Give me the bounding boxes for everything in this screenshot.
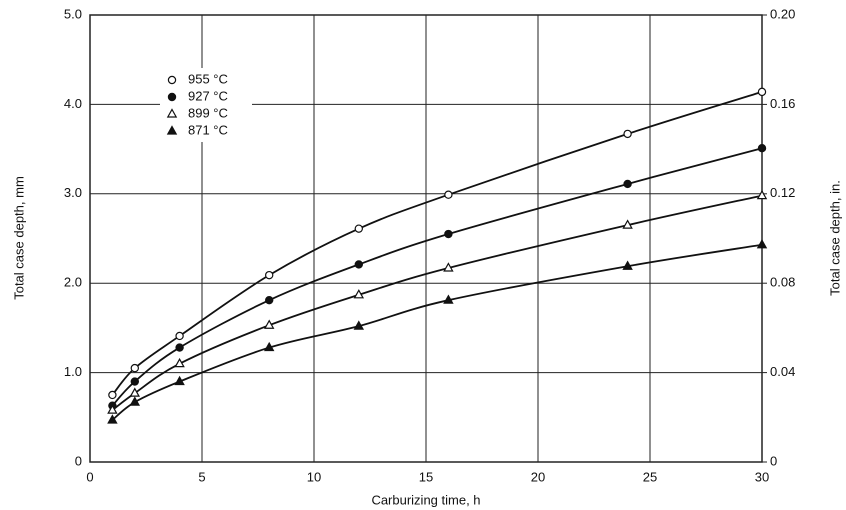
marker bbox=[168, 76, 175, 83]
marker bbox=[131, 365, 138, 372]
y2-tick-label: 0.16 bbox=[770, 96, 795, 111]
x-tick-label: 5 bbox=[198, 469, 205, 484]
chart: Carburizing time, h Total case depth, mm… bbox=[0, 0, 846, 510]
y2-tick-label: 0.04 bbox=[770, 364, 795, 379]
x-axis-label: Carburizing time, h bbox=[371, 492, 480, 507]
x-tick-label: 25 bbox=[643, 469, 657, 484]
y2-axis-label: Total case depth, in. bbox=[827, 180, 842, 296]
marker bbox=[445, 191, 452, 198]
marker bbox=[168, 93, 175, 100]
y-tick-label: 1.0 bbox=[64, 364, 82, 379]
legend-label: 927 °C bbox=[188, 88, 228, 103]
y2-tick-label: 0.08 bbox=[770, 275, 795, 290]
y2-tick-label: 0.20 bbox=[770, 6, 795, 21]
marker bbox=[758, 145, 765, 152]
marker bbox=[758, 240, 766, 248]
y-tick-label: 4.0 bbox=[64, 96, 82, 111]
marker bbox=[624, 180, 631, 187]
marker bbox=[266, 272, 273, 279]
marker bbox=[624, 130, 631, 137]
marker bbox=[176, 332, 183, 339]
x-tick-label: 20 bbox=[531, 469, 545, 484]
marker bbox=[109, 391, 116, 398]
y2-tick-label: 0 bbox=[770, 453, 777, 468]
legend: 955 °C 927 °C 899 °C 871 °C bbox=[160, 68, 252, 142]
y-tick-label: 2.0 bbox=[64, 275, 82, 290]
y-tick-label: 5.0 bbox=[64, 6, 82, 21]
marker bbox=[445, 230, 452, 237]
x-tick-label: 10 bbox=[307, 469, 321, 484]
marker bbox=[758, 191, 766, 199]
marker bbox=[355, 261, 362, 268]
y-tick-label: 3.0 bbox=[64, 185, 82, 200]
x-tick-label: 0 bbox=[86, 469, 93, 484]
x-tick-label: 30 bbox=[755, 469, 769, 484]
x-tick-label: 15 bbox=[419, 469, 433, 484]
fit-curve bbox=[112, 148, 762, 405]
legend-label: 955 °C bbox=[188, 71, 228, 86]
y-tick-label: 0 bbox=[75, 453, 82, 468]
legend-label: 871 °C bbox=[188, 122, 228, 137]
marker bbox=[758, 88, 765, 95]
marker bbox=[176, 344, 183, 351]
y-axis-label: Total case depth, mm bbox=[11, 176, 26, 300]
legend-label: 899 °C bbox=[188, 105, 228, 120]
marker bbox=[355, 225, 362, 232]
marker bbox=[266, 297, 273, 304]
marker bbox=[131, 389, 139, 397]
y2-tick-label: 0.12 bbox=[770, 185, 795, 200]
marker bbox=[131, 378, 138, 385]
